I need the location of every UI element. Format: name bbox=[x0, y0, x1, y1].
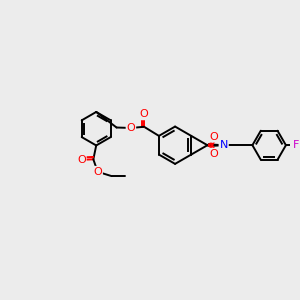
Text: O: O bbox=[210, 132, 219, 142]
Text: O: O bbox=[127, 123, 135, 133]
Text: F: F bbox=[293, 140, 299, 150]
Text: N: N bbox=[220, 140, 228, 150]
Text: O: O bbox=[77, 155, 86, 165]
Text: O: O bbox=[140, 109, 148, 119]
Text: O: O bbox=[93, 167, 102, 177]
Text: O: O bbox=[210, 149, 219, 159]
